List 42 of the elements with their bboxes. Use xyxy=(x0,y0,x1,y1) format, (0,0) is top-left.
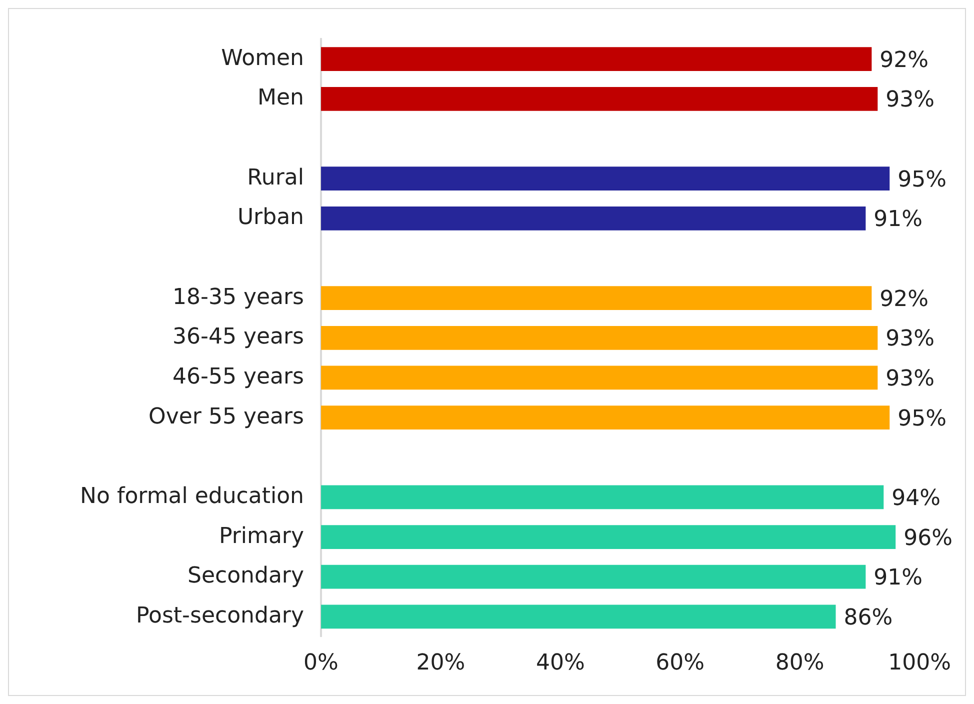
bar xyxy=(321,47,872,72)
y-tick-label: No formal education xyxy=(80,484,304,509)
bar xyxy=(321,604,836,629)
y-tick-label: Urban xyxy=(237,205,304,230)
bar xyxy=(321,86,878,111)
data-label: 93% xyxy=(886,366,935,392)
y-tick-label: Secondary xyxy=(187,564,304,589)
data-label: 94% xyxy=(892,486,941,511)
data-label: 91% xyxy=(874,207,923,232)
x-tick-label: 0% xyxy=(304,650,338,676)
data-label: 93% xyxy=(886,88,935,113)
y-tick-label: 46-55 years xyxy=(172,364,304,390)
x-tick-label: 80% xyxy=(775,650,824,676)
bar xyxy=(321,564,866,589)
y-tick-label: Over 55 years xyxy=(148,404,304,430)
x-tick-label: 20% xyxy=(416,650,466,676)
y-tick-label: 18-35 years xyxy=(172,284,304,310)
bar xyxy=(321,326,878,350)
x-tick-label: 100% xyxy=(888,650,952,676)
y-tick-label: Men xyxy=(258,86,304,111)
data-label: 93% xyxy=(886,326,935,352)
bar xyxy=(321,366,878,390)
bar xyxy=(321,166,890,191)
data-label: 92% xyxy=(880,48,929,73)
y-tick-label: Post-secondary xyxy=(136,603,304,628)
data-label: 92% xyxy=(880,286,929,312)
data-label: 95% xyxy=(898,406,947,432)
data-label: 96% xyxy=(904,526,953,551)
bar xyxy=(321,485,884,510)
y-tick-label: Women xyxy=(221,46,304,71)
data-label: 91% xyxy=(874,566,923,591)
y-tick-label: Rural xyxy=(247,165,304,190)
data-label: 86% xyxy=(844,605,893,630)
x-tick-label: 60% xyxy=(656,650,705,676)
data-label: 95% xyxy=(898,167,947,192)
x-tick-label: 40% xyxy=(536,650,585,676)
bar xyxy=(321,206,866,230)
y-tick-label: Primary xyxy=(218,524,304,549)
bar xyxy=(321,525,896,549)
bar xyxy=(321,406,890,430)
bar xyxy=(321,286,872,310)
y-tick-label: 36-45 years xyxy=(172,324,304,350)
